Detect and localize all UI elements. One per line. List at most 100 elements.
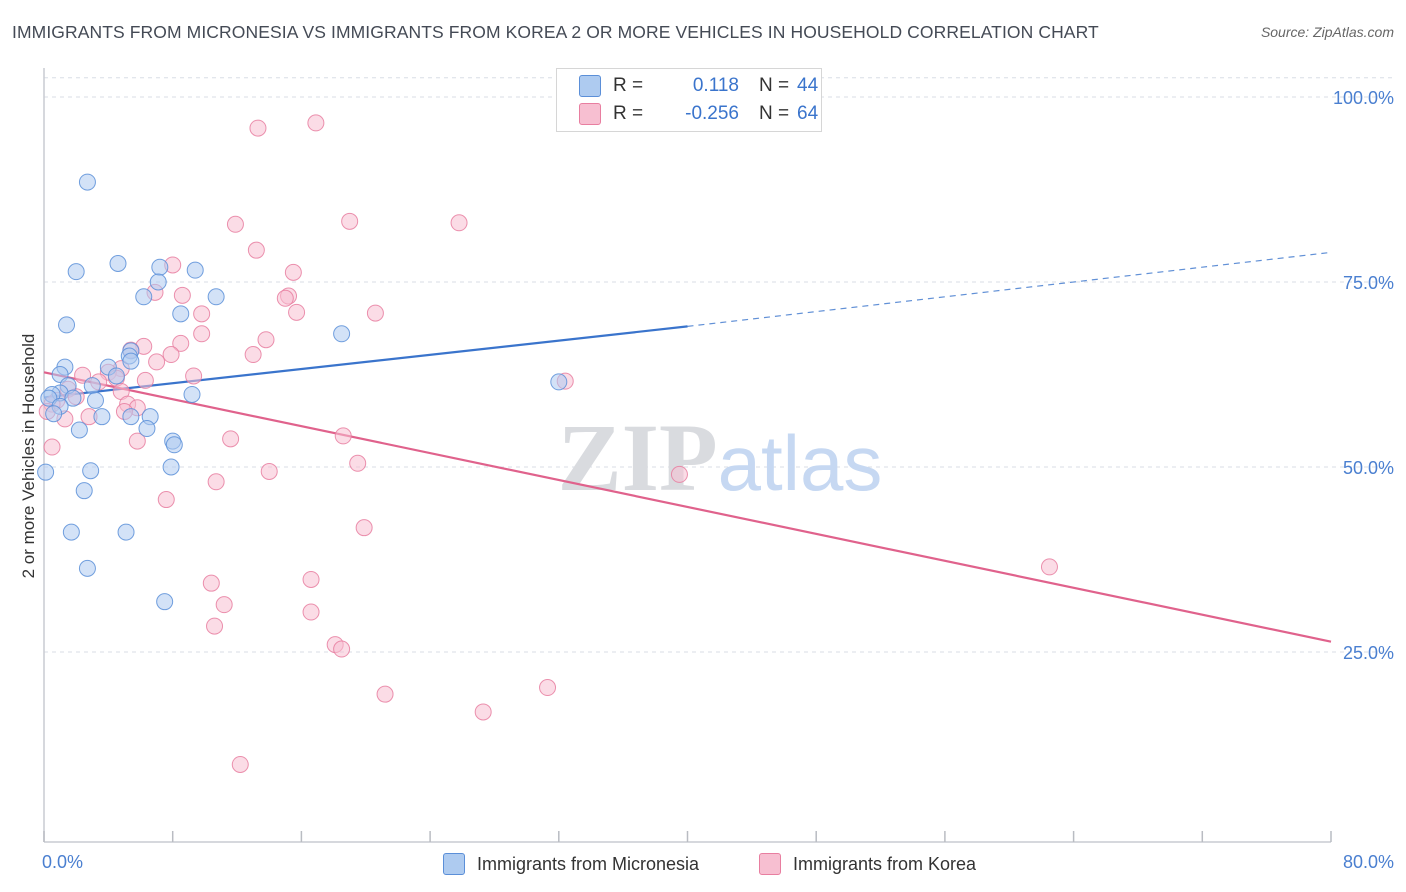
- micronesia-point: [138, 420, 156, 438]
- korea-point: [670, 465, 688, 483]
- micronesia-point: [172, 305, 190, 323]
- grid-lines: [44, 77, 1394, 653]
- micronesia-point: [64, 389, 82, 407]
- micronesia-point: [333, 325, 351, 343]
- korea-point: [349, 454, 367, 472]
- korea-point: [366, 304, 384, 322]
- korea-point: [260, 462, 278, 480]
- korea-point: [244, 346, 262, 364]
- korea-point: [74, 366, 92, 384]
- micronesia-point: [162, 458, 180, 476]
- micronesia-point: [135, 288, 153, 306]
- micronesia-trend-extension: [687, 251, 1332, 327]
- micronesia-point: [165, 436, 183, 454]
- watermark-zip: ZIP: [558, 404, 718, 511]
- micronesia-point: [151, 258, 169, 276]
- micronesia-point: [156, 593, 174, 611]
- korea-point: [222, 430, 240, 448]
- correlation-legend: R = 0.118 N = 44 R = -0.256 N = 64: [556, 68, 822, 132]
- korea-point: [307, 114, 325, 132]
- micronesia-point: [183, 385, 201, 403]
- micronesia-point: [109, 255, 127, 272]
- micronesia-point: [58, 316, 76, 334]
- bottom-legend-korea: Immigrants from Korea: [759, 852, 976, 876]
- legend-n-value: 64: [797, 103, 819, 124]
- x-tick-label-min: 0.0%: [42, 852, 84, 872]
- legend-swatch-pink: [759, 853, 781, 875]
- korea-point: [333, 640, 351, 658]
- korea-point: [193, 305, 211, 323]
- micronesia-point: [122, 408, 140, 426]
- micronesia-point: [62, 523, 80, 541]
- micronesia-point: [107, 367, 125, 385]
- legend-r-label: R =: [613, 103, 644, 124]
- korea-point: [185, 367, 203, 385]
- korea-point: [474, 703, 492, 721]
- legend-series-name: Immigrants from Korea: [793, 853, 977, 874]
- x-tick-label-max: 80.0%: [1342, 852, 1394, 872]
- korea-point: [355, 519, 373, 537]
- korea-point: [136, 371, 154, 389]
- micronesia-point: [149, 273, 167, 291]
- legend-n-label: N =: [759, 75, 790, 96]
- legend-r-value: -0.256: [685, 103, 739, 124]
- y-tick-label: 75.0%: [1343, 273, 1394, 293]
- watermark: ZIPatlas: [558, 404, 883, 511]
- korea-point: [207, 473, 225, 491]
- watermark-atlas: atlas: [718, 419, 883, 507]
- korea-point: [231, 755, 249, 773]
- legend-r-value: 0.118: [692, 75, 739, 96]
- korea-point: [172, 334, 190, 352]
- legend-swatch-blue: [443, 853, 465, 875]
- legend-n-value: 44: [797, 75, 819, 96]
- korea-point: [157, 491, 175, 509]
- korea-point: [257, 331, 275, 349]
- korea-point: [226, 215, 244, 233]
- korea-point: [334, 427, 352, 445]
- korea-point: [276, 289, 294, 307]
- y-tick-label: 100.0%: [1333, 88, 1394, 108]
- legend-swatch-pink: [579, 103, 601, 125]
- korea-point: [193, 325, 211, 343]
- micronesia-point: [122, 352, 140, 370]
- micronesia-point: [83, 377, 101, 395]
- micronesia-point: [67, 263, 85, 281]
- korea-point: [247, 241, 265, 259]
- korea-point: [302, 603, 320, 621]
- micronesia-point: [93, 408, 111, 426]
- korea-point: [128, 432, 146, 450]
- legend-swatch-blue: [579, 75, 601, 97]
- micronesia-point: [86, 391, 104, 409]
- data-points: [37, 114, 1058, 773]
- korea-point: [249, 119, 267, 137]
- y-tick-label: 25.0%: [1343, 643, 1394, 663]
- korea-point: [284, 263, 302, 281]
- legend-series-name: Immigrants from Micronesia: [477, 853, 700, 874]
- micronesia-point: [78, 559, 96, 577]
- korea-point: [450, 214, 468, 232]
- micronesia-point: [70, 421, 88, 439]
- y-tick-label: 50.0%: [1343, 458, 1394, 478]
- chart-title: IMMIGRANTS FROM MICRONESIA VS IMMIGRANTS…: [12, 22, 1099, 42]
- korea-point: [43, 438, 61, 456]
- korea-point: [341, 212, 359, 230]
- axes: [43, 68, 1332, 843]
- korea-point: [215, 596, 233, 614]
- micronesia-point: [550, 373, 568, 391]
- korea-point: [162, 346, 180, 364]
- micronesia-point: [75, 482, 93, 500]
- korea-trend-line: [43, 371, 1332, 643]
- bottom-legend-micronesia: Immigrants from Micronesia: [443, 852, 699, 876]
- micronesia-point: [37, 463, 55, 481]
- korea-point: [1040, 558, 1058, 576]
- legend-n-label: N =: [759, 103, 790, 124]
- korea-point: [376, 685, 394, 703]
- legend-r-label: R =: [613, 75, 644, 96]
- korea-point: [173, 286, 191, 304]
- korea-point: [288, 303, 306, 321]
- korea-point: [302, 570, 320, 588]
- micronesia-point: [82, 462, 100, 480]
- source-label: Source: ZipAtlas.com: [1260, 24, 1394, 40]
- korea-point: [206, 617, 224, 635]
